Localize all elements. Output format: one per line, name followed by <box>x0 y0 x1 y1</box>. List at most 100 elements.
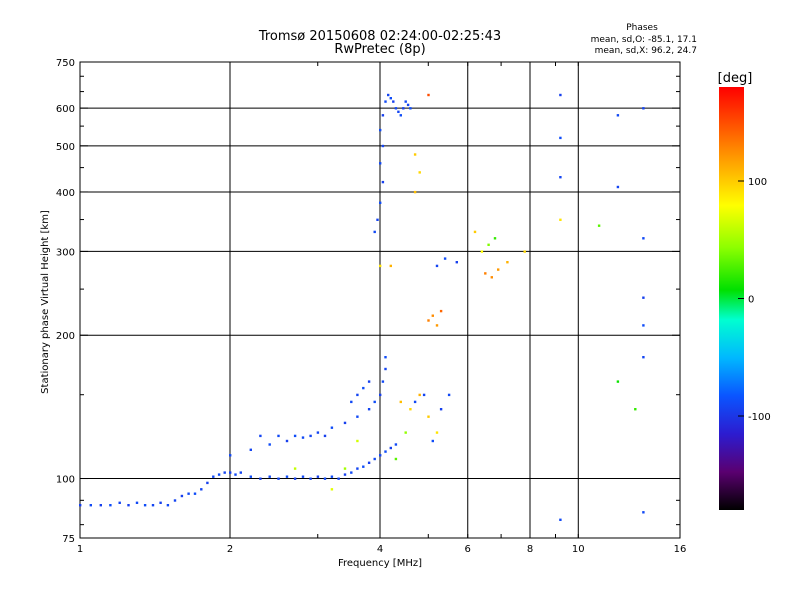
data-point <box>394 457 398 461</box>
data-point <box>493 237 497 240</box>
data-point <box>523 250 526 253</box>
data-point <box>397 110 400 113</box>
data-point <box>301 436 305 439</box>
data-point <box>151 504 155 507</box>
chart-title: Tromsø 20150608 02:24:00-02:25:43 <box>258 29 501 44</box>
colorbar-tick-label: 100 <box>748 177 767 188</box>
data-point <box>337 477 340 480</box>
data-point <box>293 467 297 470</box>
x-axis-label: Frequency [MHz] <box>338 558 422 569</box>
data-point <box>418 171 421 174</box>
data-point <box>343 473 347 476</box>
data-point <box>316 475 320 478</box>
data-point <box>350 471 353 474</box>
data-point <box>443 257 447 260</box>
data-point <box>422 393 426 397</box>
data-point <box>384 450 387 453</box>
x-tick-label: 2 <box>227 544 233 555</box>
data-point <box>356 415 359 418</box>
data-point <box>616 185 620 189</box>
data-point <box>135 501 139 504</box>
data-point <box>379 128 382 132</box>
data-point <box>259 477 262 480</box>
colorbar-ticks: 100 0 -100 <box>738 177 771 423</box>
stats-line-o: mean, sd,O: -85.1, 17.1 <box>591 35 697 45</box>
data-point <box>381 380 385 383</box>
data-point <box>402 107 405 110</box>
data-point <box>362 386 365 390</box>
data-point <box>323 477 327 480</box>
data-point <box>367 408 371 411</box>
x-axis-ticks: 1 2 4 6 8 10 16 <box>77 62 687 555</box>
data-point <box>642 237 645 240</box>
data-point <box>277 434 280 438</box>
x-tick-label: 10 <box>572 544 585 555</box>
data-point <box>642 296 645 299</box>
data-point <box>616 114 620 117</box>
data-point <box>381 114 385 117</box>
data-point <box>367 461 371 464</box>
data-point <box>427 93 430 97</box>
data-point <box>249 475 252 478</box>
y-tick-label: 500 <box>56 142 75 153</box>
data-point <box>431 314 434 317</box>
data-point <box>239 471 242 474</box>
data-point <box>381 144 385 148</box>
data-point <box>376 218 379 221</box>
data-point <box>180 494 184 498</box>
data-point <box>435 264 439 268</box>
data-point <box>381 180 385 184</box>
data-point <box>616 380 620 383</box>
data-point <box>490 276 493 279</box>
data-point <box>394 443 398 446</box>
data-point <box>379 454 382 457</box>
data-point <box>301 475 305 478</box>
data-point <box>404 100 407 103</box>
data-point <box>249 448 252 451</box>
data-point <box>455 261 458 264</box>
data-point <box>634 408 637 411</box>
x-tick-label: 16 <box>674 544 687 555</box>
data-point <box>166 504 170 507</box>
data-point <box>413 400 417 404</box>
data-point <box>285 475 289 478</box>
data-point <box>413 190 417 194</box>
stats-header: Phases <box>626 23 658 33</box>
data-point <box>89 504 92 507</box>
data-point <box>379 264 382 268</box>
data-point <box>127 504 130 507</box>
data-point <box>480 250 484 253</box>
data-point <box>413 153 417 156</box>
data-point <box>559 218 562 221</box>
data-point <box>399 400 402 404</box>
data-point <box>497 268 500 271</box>
x-tick-label: 4 <box>377 544 383 555</box>
data-point <box>229 454 232 457</box>
ionogram-gridlines <box>80 62 680 538</box>
data-point <box>330 426 334 429</box>
data-point <box>200 488 203 491</box>
data-point <box>559 518 562 521</box>
data-point <box>409 107 412 110</box>
data-point <box>642 324 645 327</box>
y-tick-label: 300 <box>56 247 75 258</box>
colorbar-tick-label: 0 <box>748 295 754 306</box>
data-point <box>435 431 439 434</box>
data-point <box>431 439 434 443</box>
data-point <box>373 230 376 234</box>
y-tick-label: 600 <box>56 104 75 115</box>
data-point <box>409 408 412 411</box>
data-point <box>389 97 392 100</box>
data-point <box>387 93 390 97</box>
data-point <box>143 504 147 507</box>
data-point <box>367 380 371 383</box>
data-point <box>642 107 645 110</box>
data-point <box>435 324 439 327</box>
data-point <box>484 272 487 275</box>
data-point <box>118 501 121 504</box>
y-tick-label: 400 <box>56 188 75 199</box>
data-point <box>109 504 112 507</box>
data-point <box>285 439 289 443</box>
data-point <box>439 408 443 411</box>
data-point <box>427 319 430 322</box>
